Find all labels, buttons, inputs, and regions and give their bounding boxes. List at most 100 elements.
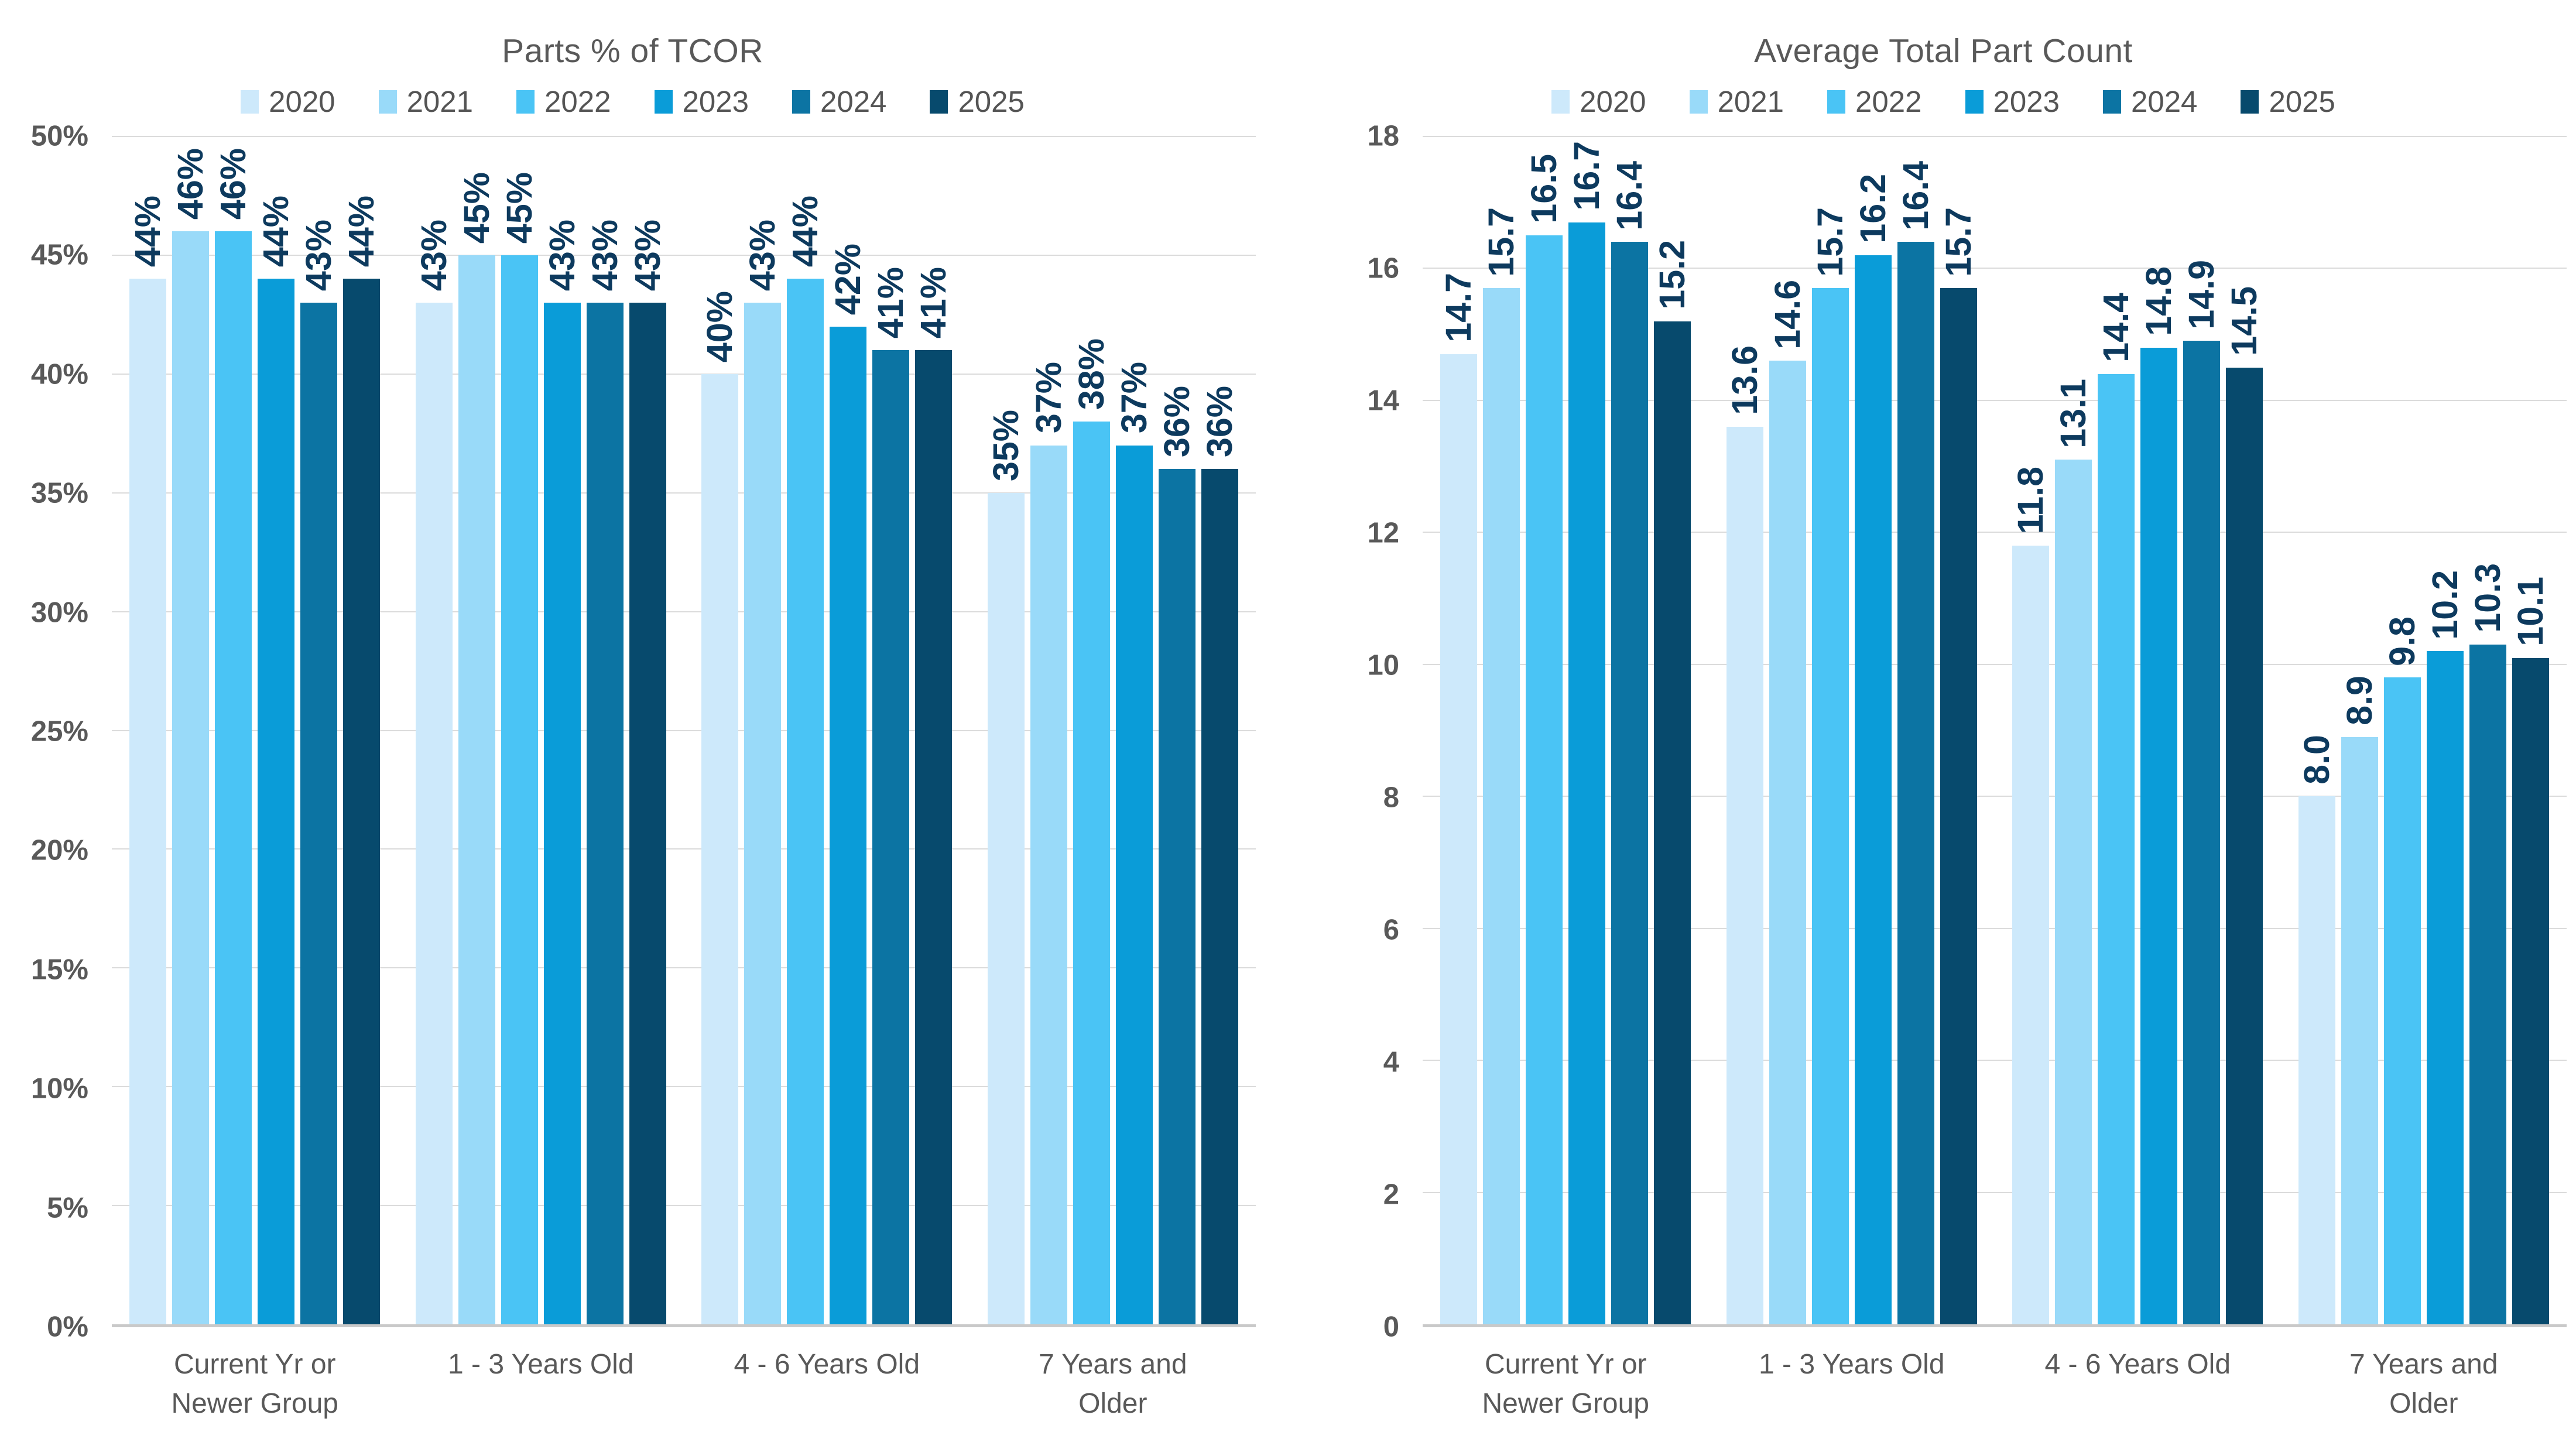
bar-2023 xyxy=(830,326,867,1324)
bar-slot: 45% xyxy=(457,136,496,1324)
bar-value-label: 14.5 xyxy=(2224,286,2265,356)
bar-2025 xyxy=(915,350,953,1324)
legend-swatch-icon xyxy=(1551,90,1570,114)
bar-slot: 16.7 xyxy=(1567,136,1607,1324)
bar-2025 xyxy=(2226,367,2263,1324)
chart-title: Parts % of TCOR xyxy=(502,32,763,70)
y-tick-label: 4 xyxy=(1383,1046,1399,1078)
bar-slot: 46% xyxy=(213,136,253,1324)
gridline xyxy=(112,1205,1256,1207)
bar-slot: 8.0 xyxy=(2296,136,2337,1324)
bar-slot: 35% xyxy=(985,136,1026,1324)
bar-slot: 43% xyxy=(628,136,667,1324)
bar-slot: 16.2 xyxy=(1852,136,1893,1324)
legend-item-2024: 2024 xyxy=(792,84,886,119)
bar-group: 13.6 14.6 15.7 16.2 16.4 15.7 xyxy=(1709,136,1995,1324)
bar-value-label: 43% xyxy=(542,219,582,292)
bar-value-label: 36% xyxy=(1199,386,1239,458)
bar-value-label: 43% xyxy=(742,219,783,292)
gridline xyxy=(112,848,1256,850)
x-category-label: 7 Years and Older xyxy=(2349,1349,2498,1420)
bar-slot: 37% xyxy=(1114,136,1154,1324)
bar-group: 14.7 15.7 16.5 16.7 16.4 15.2 xyxy=(1423,136,1709,1324)
bar-2020 xyxy=(701,374,739,1324)
gridline xyxy=(112,1086,1256,1088)
bar-value-label: 15.2 xyxy=(1652,239,1693,310)
bar-slot: 14.7 xyxy=(1438,136,1478,1324)
gridlines xyxy=(112,136,1256,1324)
plot-area: 14.7 15.7 16.5 16.7 16.4 15.2 13.6 14.6 15.7 16.2… xyxy=(1423,136,2567,1327)
legend-item-2024: 2024 xyxy=(2102,84,2197,119)
bar-value-label: 15.7 xyxy=(1810,207,1850,277)
bar-2021 xyxy=(744,303,782,1324)
x-category-label: 4 - 6 Years Old xyxy=(734,1349,920,1380)
y-tick-label: 35% xyxy=(30,477,88,509)
bar-value-label: 16.4 xyxy=(1895,160,1936,231)
y-tick-label: 30% xyxy=(30,597,88,629)
bar-2022 xyxy=(2383,677,2421,1324)
bar-slot: 11.8 xyxy=(2010,136,2050,1324)
bar-slot: 38% xyxy=(1071,136,1111,1324)
bar-slot: 14.9 xyxy=(2181,136,2222,1324)
bar-value-label: 8.9 xyxy=(2339,675,2379,725)
bar-slot: 42% xyxy=(828,136,868,1324)
bar-value-label: 14.9 xyxy=(2181,259,2222,330)
legend-label: 2022 xyxy=(1855,85,1922,118)
legend-label: 2025 xyxy=(958,85,1025,118)
x-category-label: 7 Years and Older xyxy=(1038,1349,1187,1420)
chart-parts-pct-of-tcor: Parts % of TCOR 2020 2021 2022 2023 2024 2025… xyxy=(9,16,1256,1442)
legend-item-2025: 2025 xyxy=(930,84,1025,119)
bar-group: 35% 37% 38% 37% 36% 36% xyxy=(970,136,1256,1324)
bar-2021 xyxy=(2055,460,2092,1324)
y-tick-label: 0 xyxy=(1383,1311,1399,1343)
bar-2021 xyxy=(2341,737,2378,1324)
gridline xyxy=(1423,532,2567,533)
chart-body: 0% 5% 10% 15% 20% 25% 30% 35% 40% 45% 50% 44% 46% 46… xyxy=(9,122,1256,1442)
bar-value-label: 35% xyxy=(985,409,1026,481)
bar-2020 xyxy=(415,303,453,1324)
bar-2020 xyxy=(2012,545,2050,1324)
bar-value-label: 9.8 xyxy=(2382,616,2422,666)
bar-2022 xyxy=(501,255,538,1324)
bar-slot: 36% xyxy=(1157,136,1197,1324)
bar-value-label: 10.3 xyxy=(2467,563,2508,633)
chart-average-total-part-count: Average Total Part Count 2020 2021 2022 202… xyxy=(1320,16,2567,1442)
bar-groups: 14.7 15.7 16.5 16.7 16.4 15.2 13.6 14.6 15.7 16.2… xyxy=(1423,136,2567,1324)
y-tick-label: 0% xyxy=(47,1311,88,1343)
legend-swatch-icon xyxy=(516,90,535,114)
bar-2024 xyxy=(2183,341,2221,1324)
bar-slot: 41% xyxy=(871,136,910,1324)
bar-slot: 15.7 xyxy=(1481,136,1521,1324)
bar-value-label: 16.7 xyxy=(1567,141,1607,211)
bar-value-label: 16.2 xyxy=(1852,174,1893,244)
bar-2020 xyxy=(129,279,167,1324)
bar-slot: 41% xyxy=(913,136,953,1324)
bar-slot: 43% xyxy=(414,136,454,1324)
gridline xyxy=(112,136,1256,137)
bar-value-label: 8.0 xyxy=(2296,735,2337,785)
bar-2021 xyxy=(172,231,210,1324)
bar-2020 xyxy=(1440,354,1478,1324)
bar-value-label: 40% xyxy=(700,290,740,362)
bar-slot: 43% xyxy=(542,136,582,1324)
bar-slot: 14.4 xyxy=(2096,136,2136,1324)
gridline xyxy=(112,373,1256,375)
bar-2025 xyxy=(1940,288,1977,1324)
bar-2023 xyxy=(1854,255,1892,1324)
legend-label: 2021 xyxy=(1717,85,1784,118)
chart-body: 0 2 4 6 8 10 12 14 16 18 14.7 15.7 16.5 16.7 16.4 15.2… xyxy=(1320,122,2567,1442)
y-tick-label: 8 xyxy=(1383,782,1399,814)
y-tick-label: 14 xyxy=(1367,385,1399,417)
legend-swatch-icon xyxy=(241,90,259,114)
gridline xyxy=(112,492,1256,494)
bar-value-label: 45% xyxy=(499,172,539,244)
bar-slot: 8.9 xyxy=(2339,136,2379,1324)
x-category-label: 4 - 6 Years Old xyxy=(2044,1349,2231,1380)
bar-value-label: 14.4 xyxy=(2096,293,2136,362)
gridline xyxy=(1423,1060,2567,1061)
bar-2021 xyxy=(1030,445,1067,1324)
bar-value-label: 16.4 xyxy=(1609,160,1650,231)
x-category-label: Current Yr or Newer Group xyxy=(171,1349,338,1420)
gridline xyxy=(1423,268,2567,269)
bar-2024 xyxy=(872,350,910,1324)
